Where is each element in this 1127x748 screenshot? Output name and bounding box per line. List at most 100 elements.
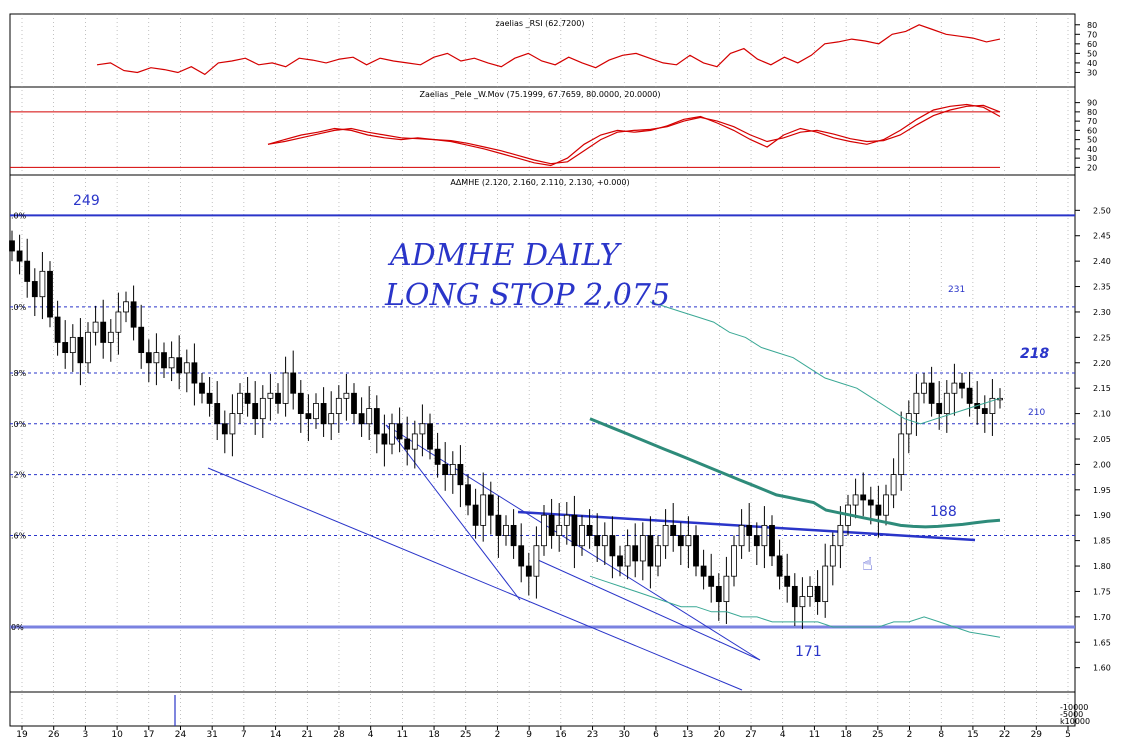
candle-body xyxy=(9,240,15,252)
x-tick-label: 7 xyxy=(241,730,247,740)
x-tick-label: 29 xyxy=(1031,730,1043,740)
candle-body xyxy=(161,352,167,369)
candle-body xyxy=(822,565,829,603)
candle-body xyxy=(275,392,281,404)
candle-body xyxy=(563,514,570,526)
candle-body xyxy=(381,433,388,445)
x-tick-label: 25 xyxy=(872,730,883,740)
candle-body xyxy=(47,270,53,318)
candle-body xyxy=(556,524,563,536)
candle-body xyxy=(100,321,107,343)
x-tick-label: 11 xyxy=(809,730,820,740)
candle-body xyxy=(343,392,350,399)
label-171: 171 xyxy=(795,644,822,660)
candle-body xyxy=(601,535,608,547)
candle-body xyxy=(404,438,411,450)
x-tick-label: 27 xyxy=(745,730,756,740)
candle-body xyxy=(594,535,601,547)
candle-body xyxy=(624,545,631,567)
candle-body xyxy=(723,575,730,603)
candle-body xyxy=(981,408,988,414)
x-tick-label: 31 xyxy=(206,730,217,740)
candle-body xyxy=(92,321,99,333)
series-line xyxy=(96,24,1001,76)
volume-label-2: -5000 xyxy=(1060,710,1083,719)
candle-body xyxy=(411,433,418,450)
candle-body xyxy=(244,392,251,404)
y-tick-label: 1.85 xyxy=(1093,537,1111,546)
candle-body xyxy=(229,413,236,435)
candle-body xyxy=(328,413,335,425)
candle-body xyxy=(936,403,943,414)
candle-body xyxy=(525,565,532,577)
candle-body xyxy=(776,555,783,577)
candle-body xyxy=(305,413,312,420)
candle-body xyxy=(799,596,806,608)
candle-body xyxy=(632,545,639,562)
x-tick-label: 13 xyxy=(682,730,693,740)
candle-body xyxy=(655,545,661,567)
annotation-title-line1: ADMHE DAILY xyxy=(387,238,623,273)
y-tick-label: 40 xyxy=(1087,145,1097,154)
candle-body xyxy=(905,413,912,435)
x-tick-label: 26 xyxy=(48,730,60,740)
y-tick-label: 60 xyxy=(1087,40,1097,49)
candle-body xyxy=(951,382,958,394)
candle-body xyxy=(31,281,38,298)
candle-body xyxy=(685,535,692,547)
moving-average-fast xyxy=(649,301,1001,425)
candle-body xyxy=(738,524,745,547)
candle-body xyxy=(389,423,395,445)
y-tick-label: 2.25 xyxy=(1093,333,1111,342)
x-tick-label: 16 xyxy=(555,730,567,740)
candle-body xyxy=(921,382,927,394)
candle-body xyxy=(495,514,502,536)
candle-body xyxy=(351,392,357,414)
candle-body xyxy=(875,504,882,516)
candle-body xyxy=(890,474,897,496)
candle-body xyxy=(807,585,813,597)
candle-body xyxy=(221,423,228,435)
candle-body xyxy=(647,535,654,567)
candle-body xyxy=(883,494,889,516)
candle-body xyxy=(85,331,91,364)
y-tick-label: 2.20 xyxy=(1093,359,1111,368)
candle-body xyxy=(457,464,464,486)
x-tick-label: 18 xyxy=(428,730,440,740)
x-tick-label: 25 xyxy=(460,730,471,740)
candle-body xyxy=(617,555,623,567)
candle-body xyxy=(609,535,616,557)
candle-body xyxy=(518,545,525,567)
candle-body xyxy=(259,397,266,420)
y-tick-label: 1.60 xyxy=(1093,664,1111,673)
y-tick-label: 2.15 xyxy=(1093,384,1111,393)
y-tick-label: 1.75 xyxy=(1093,587,1111,596)
candle-body xyxy=(860,494,867,501)
x-tick-label: 15 xyxy=(967,730,978,740)
candle-body xyxy=(784,575,791,587)
fib-level-label: .0% xyxy=(11,420,27,429)
y-tick-label: 2.45 xyxy=(1093,232,1111,241)
rsi-title: zaelias _RSI (62.7200) xyxy=(496,19,585,28)
candle-body xyxy=(335,397,342,414)
y-tick-label: 2.40 xyxy=(1093,257,1111,266)
y-tick-label: 1.70 xyxy=(1093,613,1111,622)
candle-body xyxy=(130,301,137,328)
candle-body xyxy=(677,535,684,547)
x-tick-label: 14 xyxy=(270,730,282,740)
y-tick-label: 50 xyxy=(1087,136,1097,145)
trend-line xyxy=(207,467,743,691)
label-210: 210 xyxy=(1028,408,1045,418)
series-line xyxy=(267,104,1001,165)
candle-body xyxy=(373,408,380,435)
candle-body xyxy=(541,514,547,547)
candle-body xyxy=(639,535,646,562)
fib-level-label: .2% xyxy=(11,471,27,480)
x-tick-label: 3 xyxy=(83,730,89,740)
candle-body xyxy=(700,565,707,577)
candle-body xyxy=(943,392,950,414)
y-tick-label: 1.65 xyxy=(1093,638,1111,647)
candle-body xyxy=(465,484,471,506)
